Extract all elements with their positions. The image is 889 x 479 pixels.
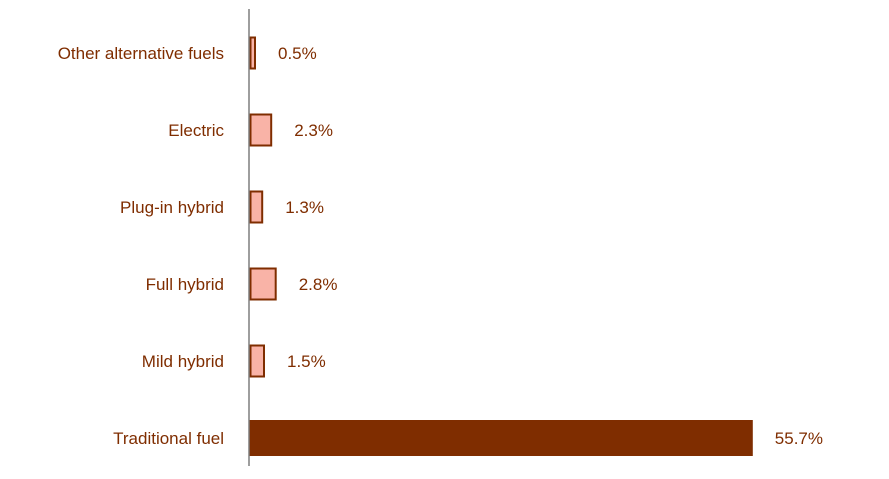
labels-layer: Other alternative fuels 0.5% Electric 2.3% P… (58, 44, 823, 448)
value-label: 1.3% (285, 198, 324, 217)
category-label: Electric (168, 121, 224, 140)
value-label: 2.3% (294, 121, 333, 140)
bar-plug-in-hybrid (249, 190, 264, 224)
value-label: 0.5% (278, 44, 317, 63)
category-label: Traditional fuel (113, 429, 224, 448)
bar-other-alternative-fuels (249, 36, 256, 70)
category-label: Full hybrid (146, 275, 224, 294)
bar-mild-hybrid (249, 344, 265, 378)
bars-layer (249, 36, 753, 456)
category-label: Other alternative fuels (58, 44, 224, 63)
value-label: 2.8% (299, 275, 338, 294)
category-label: Mild hybrid (142, 352, 224, 371)
category-label: Plug-in hybrid (120, 198, 224, 217)
bar-traditional-fuel (249, 420, 753, 456)
bar-electric (249, 113, 273, 147)
value-label: 1.5% (287, 352, 326, 371)
value-label: 55.7% (775, 429, 823, 448)
bar-full-hybrid (249, 267, 277, 301)
